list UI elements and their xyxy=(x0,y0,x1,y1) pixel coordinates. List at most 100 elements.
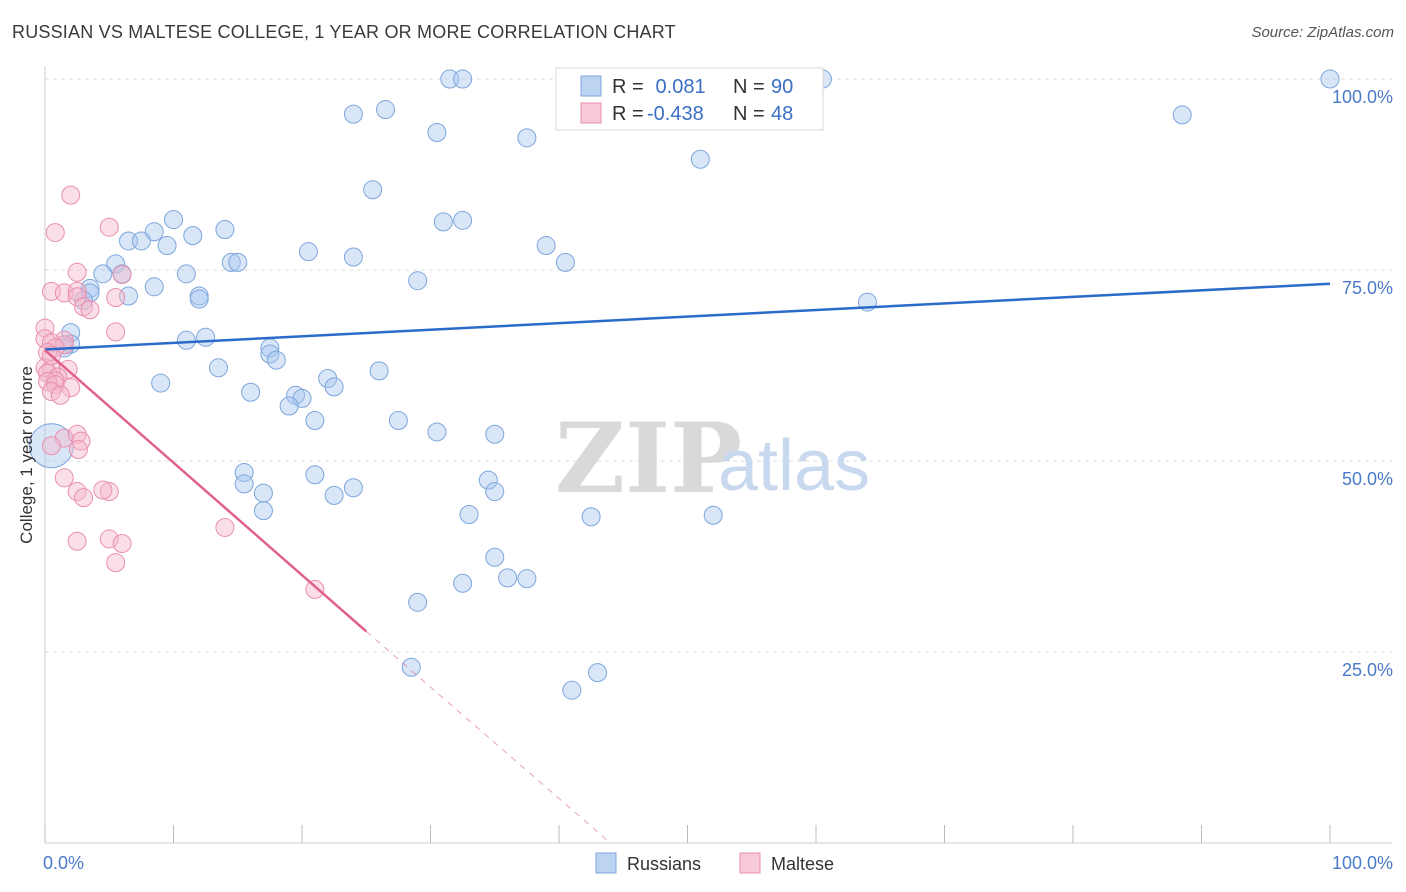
maltese-point xyxy=(112,265,132,285)
russians-point xyxy=(298,242,318,262)
russians-point xyxy=(588,663,608,683)
russians-point xyxy=(453,573,473,593)
russians-point xyxy=(253,501,273,521)
russians-r-value: 0.081 xyxy=(650,76,706,98)
maltese-point xyxy=(99,529,119,549)
y-tick-label: 100.0% xyxy=(1332,87,1393,107)
russians-point xyxy=(369,361,389,381)
russians-point xyxy=(453,210,473,230)
maltese-point xyxy=(74,488,94,508)
russians-point xyxy=(164,210,183,230)
russians-legend-label: Russians xyxy=(627,854,701,874)
russians-point xyxy=(1172,105,1192,125)
russians-point xyxy=(427,422,447,442)
russians-trendline xyxy=(44,282,1331,351)
russians-point xyxy=(690,149,710,169)
russians-point xyxy=(343,478,363,498)
maltese-point xyxy=(112,534,132,554)
y-tick-labels: 25.0% 50.0% 75.0% 100.0% xyxy=(1332,87,1393,680)
russians-point xyxy=(433,212,453,232)
russians-legend-swatch xyxy=(580,75,602,97)
russians-point xyxy=(196,327,216,347)
y-tick-label: 25.0% xyxy=(1342,660,1393,680)
maltese-point xyxy=(106,322,126,342)
watermark-zip: ZIP xyxy=(555,402,742,515)
russians-point xyxy=(343,247,363,267)
maltese-point xyxy=(45,223,65,243)
russians-n-value: 90 xyxy=(771,76,793,98)
watermark-atlas: atlas xyxy=(718,426,870,506)
russians-point xyxy=(453,69,473,89)
russians-point xyxy=(703,505,723,525)
maltese-trendline xyxy=(44,349,368,633)
russians-point xyxy=(498,568,518,588)
russians-point xyxy=(485,424,505,444)
russians-point xyxy=(93,264,113,284)
maltese-points xyxy=(35,185,325,599)
russians-point xyxy=(388,411,408,431)
maltese-legend-label: Maltese xyxy=(771,854,834,874)
maltese-point xyxy=(38,372,58,392)
maltese-point xyxy=(80,300,100,320)
trendlines xyxy=(44,282,1331,844)
russians-point xyxy=(151,373,171,393)
russians-point xyxy=(157,236,177,256)
maltese-r-label: R = xyxy=(612,103,644,125)
maltese-legend-swatch xyxy=(580,102,602,124)
russians-point xyxy=(279,396,299,416)
russians-point xyxy=(427,122,447,142)
axes xyxy=(44,66,1392,844)
russians-point xyxy=(555,252,575,272)
y-tick-label: 75.0% xyxy=(1342,278,1393,298)
maltese-point xyxy=(106,288,126,308)
russians-points xyxy=(28,69,1340,700)
russians-point xyxy=(517,569,537,589)
maltese-point xyxy=(61,185,81,205)
maltese-point xyxy=(93,480,113,500)
maltese-r-value: -0.438 xyxy=(647,103,704,125)
maltese-point xyxy=(67,287,87,307)
russians-r-label: R = xyxy=(612,76,644,98)
maltese-point xyxy=(67,262,87,282)
russians-point xyxy=(408,271,428,291)
maltese-point xyxy=(99,482,119,502)
maltese-point xyxy=(41,436,61,456)
russians-point xyxy=(343,104,363,124)
russians-n-label: N = xyxy=(733,76,765,98)
maltese-n-value: 48 xyxy=(771,103,793,125)
russians-point xyxy=(106,254,126,274)
source-credit: Source: ZipAtlas.com xyxy=(1251,24,1394,41)
russians-point xyxy=(536,236,556,256)
russians-point xyxy=(183,226,203,246)
x-tick-label: 0.0% xyxy=(43,853,84,873)
maltese-swatch xyxy=(739,852,761,874)
maltese-point xyxy=(67,531,87,551)
russians-point xyxy=(517,128,537,148)
russians-point xyxy=(376,100,396,120)
russians-point xyxy=(221,252,241,272)
russians-point xyxy=(581,507,601,527)
maltese-point xyxy=(50,385,70,405)
y-tick-label: 50.0% xyxy=(1342,469,1393,489)
correlation-legend: R = 0.081 N = 90 R = -0.438 N = 48 xyxy=(555,67,824,131)
russians-point xyxy=(401,657,421,677)
russians-point xyxy=(144,277,164,297)
maltese-trendline-extension xyxy=(365,630,611,844)
russians-point xyxy=(324,485,344,505)
maltese-point xyxy=(305,579,325,599)
russians-point xyxy=(305,465,325,485)
maltese-point xyxy=(68,440,88,460)
russians-point xyxy=(1320,69,1340,89)
russians-point xyxy=(208,358,228,378)
russians-point xyxy=(189,289,209,309)
russians-point xyxy=(253,483,273,503)
maltese-point xyxy=(41,359,61,379)
maltese-point xyxy=(215,517,235,537)
russians-swatch xyxy=(595,852,617,874)
russians-point xyxy=(176,330,196,350)
maltese-point xyxy=(99,217,119,237)
russians-point xyxy=(485,482,505,502)
russians-point xyxy=(562,680,582,700)
y-axis-label: College, 1 year or more xyxy=(17,366,36,544)
